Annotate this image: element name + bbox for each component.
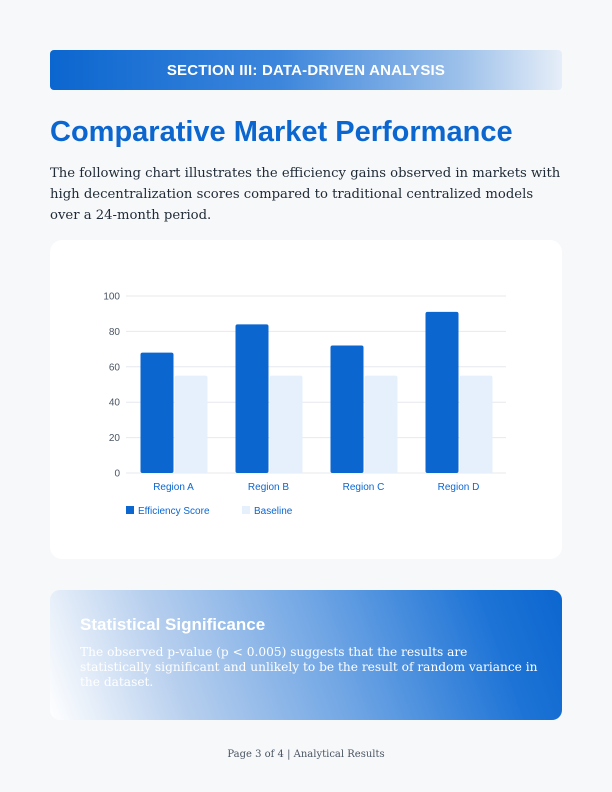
- legend-swatch: [126, 506, 134, 514]
- page-title: Comparative Market Performance: [50, 116, 513, 148]
- x-tick-label: Region D: [438, 482, 480, 493]
- y-tick-label: 0: [114, 469, 120, 480]
- legend-label: Efficiency Score: [138, 506, 210, 517]
- bar-chart: 0 20 40 60 80 100 Region A Region B Region C Regi…: [103, 292, 506, 517]
- bar-baseline: [269, 375, 303, 473]
- bar-baseline: [174, 375, 208, 473]
- y-tick-label: 100: [103, 292, 120, 303]
- bar-efficiency: [140, 352, 174, 473]
- bar-efficiency: [425, 311, 459, 473]
- x-tick-label: Region A: [153, 482, 194, 493]
- bar-efficiency: [235, 324, 269, 473]
- chart-card: 0 20 40 60 80 100 Region A Region B Region C Regi…: [50, 240, 562, 559]
- intro-paragraph: The following chart illustrates the effi…: [50, 166, 561, 223]
- x-tick-label: Region B: [248, 482, 289, 493]
- significance-card: Statistical Significance The observed p-…: [50, 590, 562, 720]
- section-banner-label: SECTION III: DATA-DRIVEN ANALYSIS: [166, 61, 446, 79]
- significance-text: The observed p-value (p < 0.005) suggest…: [80, 645, 538, 689]
- page-footer: Page 3 of 4 | Analytical Results: [227, 749, 385, 760]
- bar-efficiency: [330, 345, 364, 473]
- y-tick-label: 40: [109, 398, 121, 409]
- bar-baseline: [459, 375, 493, 473]
- y-tick-label: 60: [109, 362, 121, 373]
- x-tick-label: Region C: [343, 482, 385, 493]
- bar-baseline: [364, 375, 398, 473]
- section-banner: SECTION III: DATA-DRIVEN ANALYSIS: [50, 50, 562, 90]
- y-tick-label: 80: [109, 327, 121, 338]
- significance-title: Statistical Significance: [80, 615, 266, 634]
- legend-label: Baseline: [254, 506, 293, 517]
- legend-swatch: [242, 506, 250, 514]
- y-tick-label: 20: [109, 433, 121, 444]
